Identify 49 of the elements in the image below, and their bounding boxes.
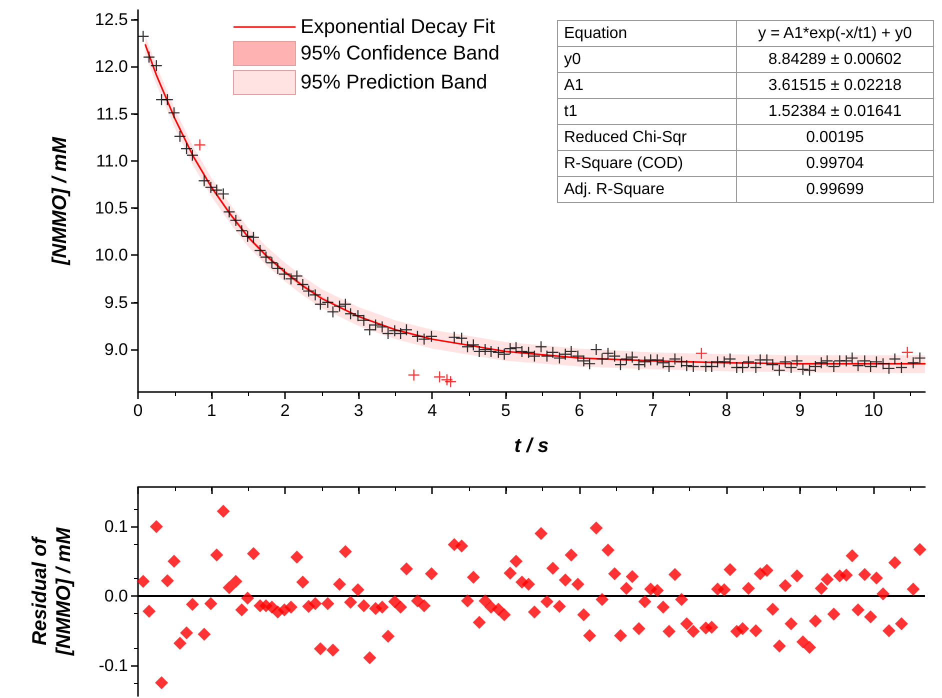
annotation: R-Square (COD): [558, 150, 736, 176]
annotation: 8.84289 ± 0.00602: [736, 46, 934, 72]
point: [440, 374, 454, 386]
point: [194, 138, 206, 151]
x-tick-label: 4: [427, 401, 437, 420]
legend-label: 95% Confidence Band: [300, 42, 500, 64]
annotation: 0.99704: [736, 150, 934, 176]
x-axis-title: t / s: [514, 435, 549, 457]
annotation: y = A1*exp(-x/t1) + y0: [736, 20, 934, 46]
y-tick-label: -0.1: [98, 656, 128, 675]
point: [695, 347, 708, 360]
x-tick-label: 3: [354, 401, 364, 420]
x-tick-label: 6: [574, 401, 584, 420]
y-tick-label: 0.1: [104, 517, 128, 536]
x-tick-label: 7: [648, 401, 658, 420]
annotation: Equation: [558, 20, 736, 46]
legend-label: Exponential Decay Fit: [300, 16, 496, 38]
point: [901, 346, 914, 358]
x-tick-label: 8: [722, 401, 732, 420]
annotation: y0: [558, 46, 736, 72]
point: [433, 370, 446, 384]
y-tick-label: 9.0: [104, 340, 128, 360]
annotation: 0.99699: [736, 176, 934, 202]
y-axis-title: Residual of [NMMO] / mM: [29, 526, 75, 656]
annotation: 1.52384 ± 0.01641: [736, 98, 934, 124]
legend-label: 95% Prediction Band: [300, 72, 488, 94]
y-tick-label: 11.5: [96, 104, 128, 124]
annotation: t1: [558, 98, 736, 124]
annotation: 0.00195: [736, 124, 934, 150]
x-tick-label: 0: [133, 401, 143, 420]
x-tick-label: 9: [795, 401, 805, 420]
x-tick-label: 10: [864, 401, 883, 420]
y-tick-label: 11.0: [96, 151, 128, 170]
point: [444, 376, 457, 388]
y-tick-label: 12.0: [94, 57, 128, 76]
annotation: Adj. R-Square: [558, 176, 736, 202]
x-tick-label: 5: [501, 401, 510, 420]
point: [408, 368, 420, 382]
annotation: 3.61515 ± 0.02218: [736, 72, 934, 98]
y-tick-label: 12.5: [94, 10, 128, 29]
y-axis-title: [NMMO] / mM: [49, 136, 71, 266]
x-tick-label: 2: [280, 401, 290, 420]
y-tick-label: 10.5: [94, 198, 128, 218]
y-tick-label: 10.0: [94, 246, 128, 265]
annotation: A1: [558, 72, 736, 98]
y-tick-label: 9.5: [104, 292, 128, 312]
x-tick-label: 1: [206, 401, 216, 420]
annotation: Reduced Chi-Sqr: [558, 124, 736, 150]
y-tick-label: 0.0: [104, 586, 128, 606]
